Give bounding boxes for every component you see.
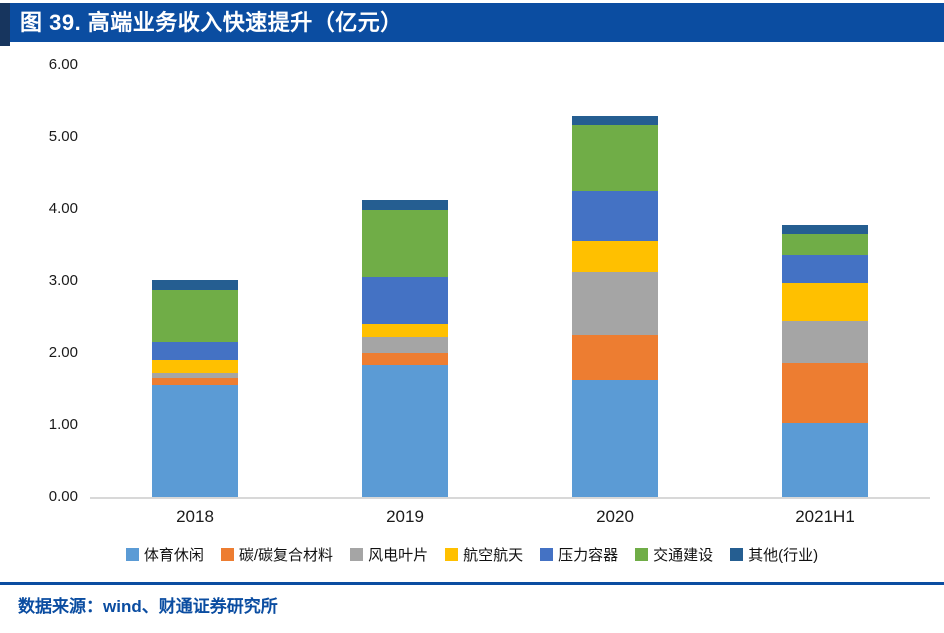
- bar-segment-其他(行业): [572, 116, 658, 125]
- legend-item-航空航天: 航空航天: [445, 544, 523, 565]
- bar-segment-其他(行业): [782, 224, 868, 235]
- legend-item-压力容器: 压力容器: [540, 544, 618, 565]
- legend-label: 交通建设: [653, 547, 714, 564]
- bar-segment-压力容器: [152, 342, 238, 361]
- x-tick-label-2020: 2020: [596, 507, 634, 526]
- legend-label: 航空航天: [463, 547, 524, 564]
- bar-2019: [362, 65, 448, 497]
- y-tick-label: 6.00: [48, 56, 78, 73]
- figure-title: 图 39. 高端业务收入快速提升（亿元）: [20, 10, 403, 35]
- bar-2018: [152, 65, 238, 497]
- legend-color-swatch: [730, 548, 744, 561]
- legend-item-碳/碳复合材料: 碳/碳复合材料: [220, 544, 334, 565]
- bar-segment-航空航天: [782, 283, 868, 322]
- bar-segment-碳/碳复合材料: [152, 378, 238, 386]
- chart-legend: 体育休闲 碳/碳复合材料 风电叶片 航空航天 压力容器 交通建设 其他(行业): [0, 544, 944, 565]
- legend-label: 碳/碳复合材料: [238, 547, 334, 564]
- legend-label: 其他(行业): [748, 547, 819, 564]
- bar-segment-其他(行业): [362, 200, 448, 211]
- bar-segment-航空航天: [362, 323, 448, 338]
- legend-item-其他(行业): 其他(行业): [730, 544, 818, 565]
- legend-color-swatch: [125, 548, 139, 561]
- bar-segment-其他(行业): [152, 280, 238, 290]
- y-tick-label: 2.00: [48, 344, 78, 361]
- footer-divider: [0, 582, 944, 585]
- figure-title-bar: 图 39. 高端业务收入快速提升（亿元）: [0, 3, 944, 46]
- bar-segment-交通建设: [572, 124, 658, 192]
- data-source: 数据来源：wind、财通证券研究所: [18, 597, 278, 616]
- bar-segment-航空航天: [572, 240, 658, 273]
- legend-color-swatch: [540, 548, 554, 561]
- y-tick-label: 4.00: [48, 200, 78, 217]
- legend-label: 风电叶片: [368, 547, 429, 564]
- bar-segment-交通建设: [362, 210, 448, 277]
- plot-area: [90, 65, 930, 499]
- bar-segment-碳/碳复合材料: [572, 335, 658, 380]
- bar-segment-风电叶片: [152, 373, 238, 379]
- bar-segment-风电叶片: [572, 272, 658, 336]
- legend-item-风电叶片: 风电叶片: [350, 544, 428, 565]
- legend-color-swatch: [220, 548, 234, 561]
- bar-segment-交通建设: [782, 234, 868, 256]
- y-tick-label: 0.00: [48, 488, 78, 505]
- bar-segment-交通建设: [152, 289, 238, 343]
- y-tick-label: 5.00: [48, 128, 78, 145]
- bar-segment-压力容器: [782, 255, 868, 284]
- y-tick-label: 1.00: [48, 416, 78, 433]
- x-tick-label-2021H1: 2021H1: [795, 507, 855, 526]
- bar-segment-风电叶片: [782, 321, 868, 364]
- legend-color-swatch: [445, 548, 459, 561]
- bar-2020: [572, 65, 658, 497]
- bar-segment-体育休闲: [572, 379, 658, 497]
- x-axis: 2018 2019 2020 2021H1: [90, 507, 930, 527]
- x-tick-label-2018: 2018: [176, 507, 214, 526]
- legend-color-swatch: [350, 548, 364, 561]
- legend-item-体育休闲: 体育休闲: [125, 544, 204, 565]
- bar-segment-碳/碳复合材料: [362, 353, 448, 365]
- legend-item-交通建设: 交通建设: [635, 544, 713, 565]
- x-tick-label-2019: 2019: [386, 507, 424, 526]
- bar-segment-航空航天: [152, 360, 238, 374]
- y-tick-label: 3.00: [48, 272, 78, 289]
- bar-segment-碳/碳复合材料: [782, 363, 868, 423]
- bar-segment-体育休闲: [782, 422, 868, 497]
- legend-label: 压力容器: [558, 547, 619, 564]
- bar-2021H1: [782, 65, 868, 497]
- bar-segment-体育休闲: [152, 385, 238, 497]
- bar-segment-体育休闲: [362, 364, 448, 497]
- bar-segment-压力容器: [362, 276, 448, 324]
- legend-color-swatch: [635, 548, 649, 561]
- legend-label: 体育休闲: [143, 547, 204, 564]
- title-accent-block: [0, 3, 10, 46]
- bar-segment-风电叶片: [362, 337, 448, 354]
- bar-segment-压力容器: [572, 191, 658, 241]
